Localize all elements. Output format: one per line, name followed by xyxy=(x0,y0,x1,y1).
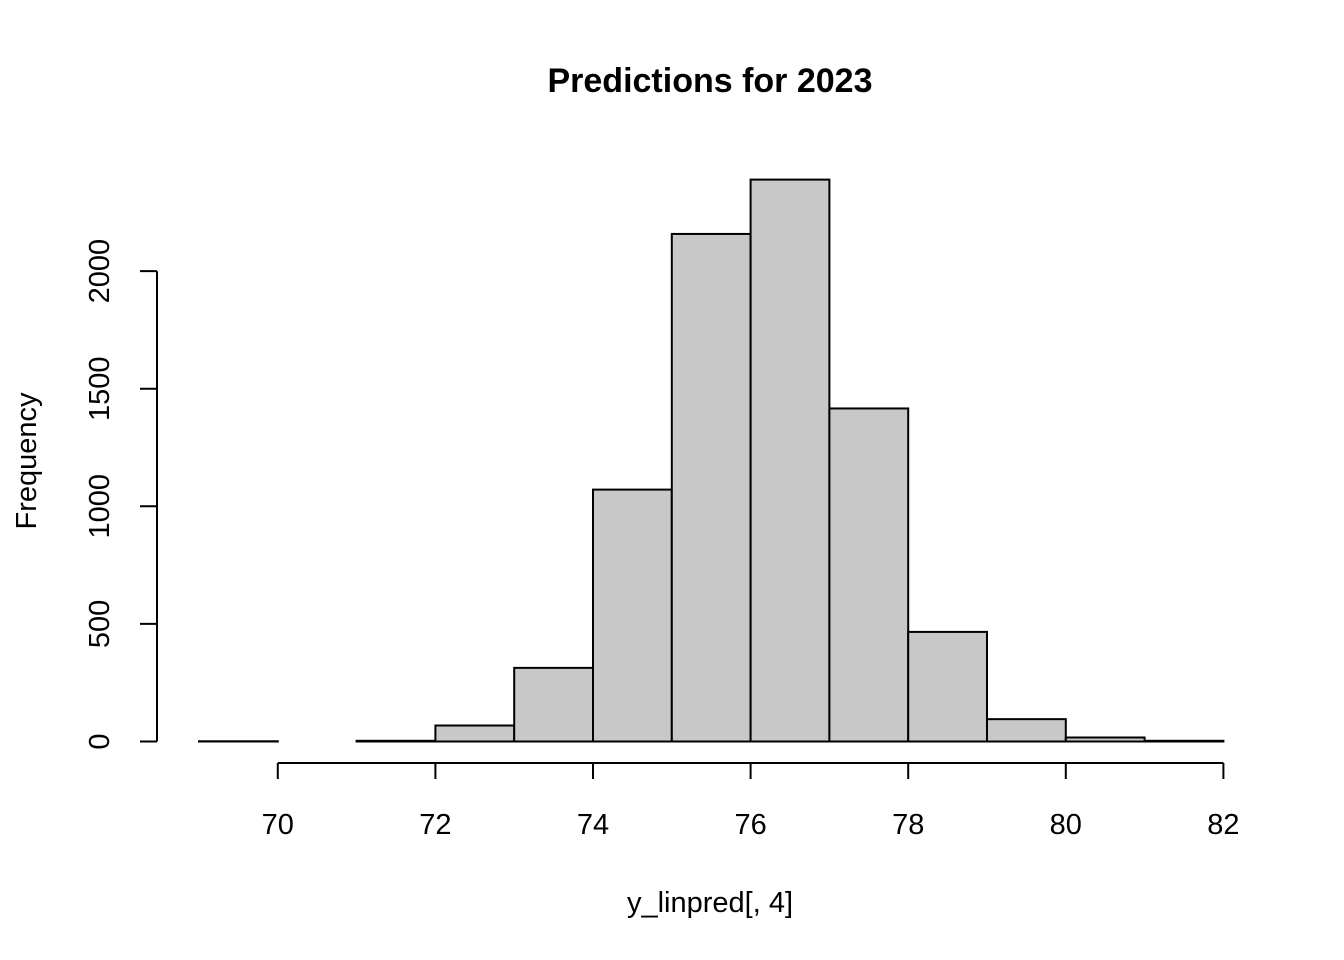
y-axis-label: Frequency xyxy=(11,392,43,530)
y-tick-label-3: 1500 xyxy=(84,356,116,421)
x-tick-label-3: 76 xyxy=(734,809,766,841)
histogram-bar-6 xyxy=(670,232,752,743)
histogram-bar-11 xyxy=(1064,736,1146,743)
x-tick-label-4: 78 xyxy=(892,809,924,841)
y-axis: 0 500 1000 1500 2000 xyxy=(84,239,158,750)
y-tick-label-0: 0 xyxy=(84,733,116,749)
x-tick-label-5: 80 xyxy=(1050,809,1082,841)
histogram-bar-4 xyxy=(513,666,595,743)
histogram-bar-3 xyxy=(434,724,516,743)
x-axis: 70 72 74 76 78 80 82 xyxy=(262,762,1240,841)
y-tick-label-4: 2000 xyxy=(84,239,116,304)
histogram-bar-8 xyxy=(828,407,910,743)
histogram-bar-12 xyxy=(1143,739,1225,743)
x-tick-label-1: 72 xyxy=(419,809,451,841)
histogram-bar-10 xyxy=(986,718,1067,743)
histogram-bar-2 xyxy=(355,739,437,743)
histogram-bar-5 xyxy=(592,488,673,743)
histogram-bar-7 xyxy=(749,178,831,743)
histogram-bar-9 xyxy=(907,630,989,743)
x-tick-label-6: 82 xyxy=(1207,809,1239,841)
x-tick-label-2: 74 xyxy=(577,809,609,841)
x-axis-label: y_linpred[, 4] xyxy=(627,887,793,919)
bars-group xyxy=(198,178,1225,743)
y-tick-label-2: 1000 xyxy=(84,474,116,539)
x-tick-label-0: 70 xyxy=(262,809,294,841)
y-tick-label-1: 500 xyxy=(84,600,116,648)
chart-title: Predictions for 2023 xyxy=(547,62,872,100)
